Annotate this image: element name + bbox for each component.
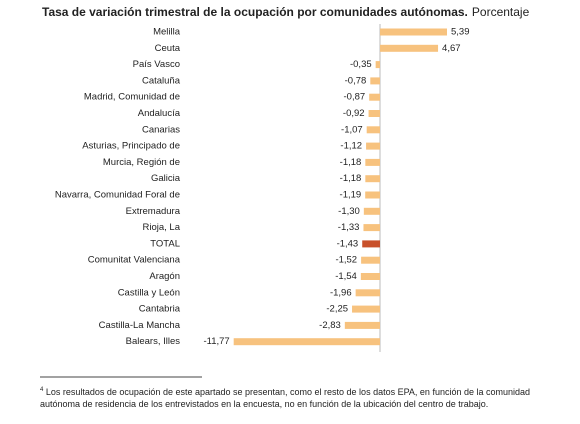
value-label: -1,33 xyxy=(338,222,360,233)
bar xyxy=(355,289,380,297)
value-label: -11,77 xyxy=(203,336,229,347)
category-label: Rioja, La xyxy=(143,222,181,233)
category-label: Melilla xyxy=(153,27,181,38)
category-label: Murcia, Región de xyxy=(103,157,180,168)
category-label: Navarra, Comunidad Foral de xyxy=(55,190,180,201)
category-label: Balears, Illes xyxy=(126,336,181,347)
value-label: -1,07 xyxy=(341,124,363,135)
bar xyxy=(233,338,380,346)
value-label: -1,30 xyxy=(338,206,360,217)
value-label: -2,83 xyxy=(319,320,341,331)
value-label: -0,92 xyxy=(343,108,365,119)
bar xyxy=(375,61,380,69)
chart-title: Tasa de variación trimestral de la ocupa… xyxy=(42,5,530,19)
category-label: Cantabria xyxy=(139,304,181,315)
footnote-text: Los resultados de ocupación de este apar… xyxy=(40,387,531,409)
value-label: -0,87 xyxy=(344,92,366,103)
title: Tasa de variación trimestral de la ocupa… xyxy=(42,5,468,19)
bar xyxy=(368,110,380,117)
bar xyxy=(370,77,380,85)
value-label: -0,35 xyxy=(350,59,372,70)
value-label: -1,18 xyxy=(340,157,362,168)
value-label: -1,43 xyxy=(337,238,359,249)
bar xyxy=(362,240,380,248)
value-label: -1,54 xyxy=(335,271,357,282)
subtitle: Porcentaje xyxy=(472,5,530,19)
category-label: Castilla-La Mancha xyxy=(99,320,181,331)
value-label: -1,18 xyxy=(340,173,362,184)
value-label: -1,19 xyxy=(340,190,362,201)
bar xyxy=(380,28,447,36)
bar xyxy=(369,93,380,101)
category-label: Galicia xyxy=(151,173,181,184)
bar xyxy=(366,126,380,134)
bar xyxy=(365,175,380,183)
category-label: Ceuta xyxy=(155,43,181,54)
bar xyxy=(366,142,380,150)
bar xyxy=(363,224,380,232)
value-label: -1,52 xyxy=(335,255,357,266)
category-label: Castilla y León xyxy=(118,287,180,298)
category-label: Cataluña xyxy=(142,75,181,86)
category-label: Asturias, Principado de xyxy=(82,141,180,152)
category-label: Comunitat Valenciana xyxy=(88,255,181,266)
category-label: Andalucía xyxy=(138,108,181,119)
value-label: -0,78 xyxy=(345,75,367,86)
category-label: TOTAL xyxy=(150,238,180,249)
footnote-marker: 4 xyxy=(40,387,44,393)
footnote: 4 Los resultados de ocupación de este ap… xyxy=(40,384,555,410)
value-label: -2,25 xyxy=(326,304,348,315)
category-label: Madrid, Comunidad de xyxy=(84,92,180,103)
category-label: Extremadura xyxy=(126,206,181,217)
value-label: -1,96 xyxy=(330,287,352,298)
bar xyxy=(360,273,380,280)
bar xyxy=(344,321,380,329)
value-label: -1,12 xyxy=(340,141,362,152)
bar xyxy=(365,158,380,166)
value-label: 4,67 xyxy=(442,43,461,54)
bar xyxy=(363,207,380,215)
bar xyxy=(380,44,439,52)
bar xyxy=(361,256,380,264)
chart: Tasa de variación trimestral de la ocupa… xyxy=(40,5,530,378)
bar xyxy=(365,191,380,199)
value-label: 5,39 xyxy=(451,27,470,38)
category-label: País Vasco xyxy=(133,59,180,70)
category-label: Canarias xyxy=(142,124,180,135)
category-label: Aragón xyxy=(149,271,180,282)
bar xyxy=(352,305,380,313)
